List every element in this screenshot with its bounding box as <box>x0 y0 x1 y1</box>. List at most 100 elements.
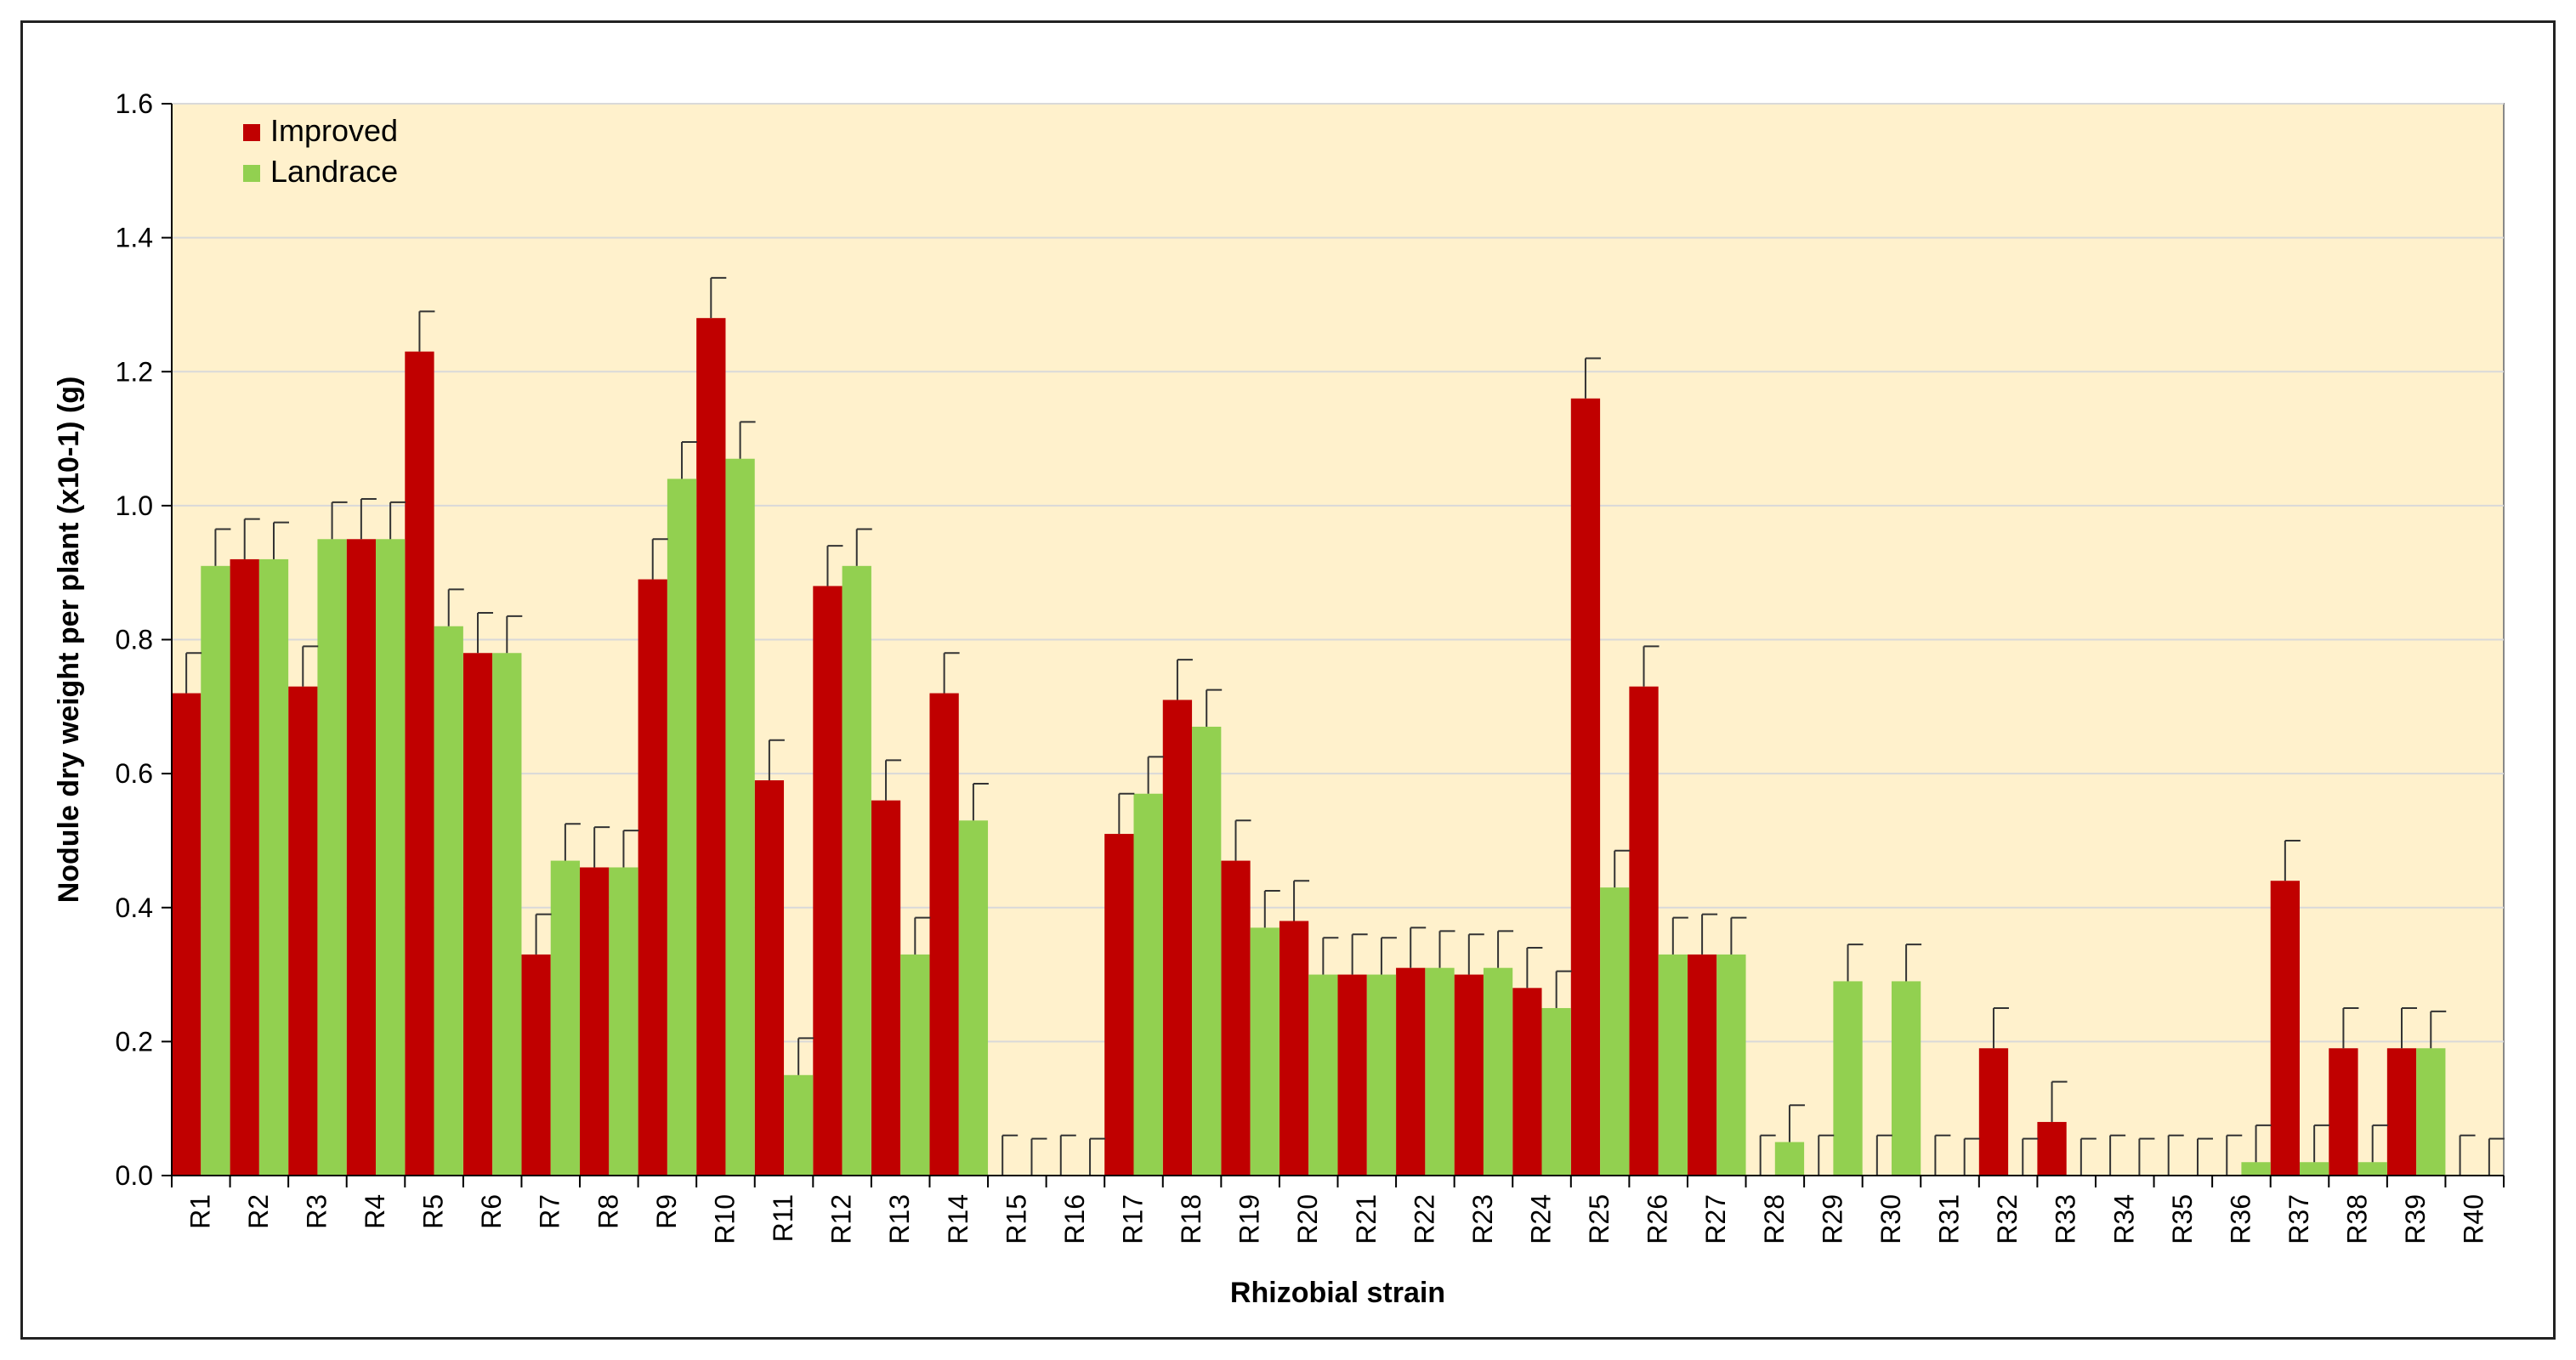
error-bars <box>185 276 2505 1176</box>
x-tick-label: R8 <box>593 1194 623 1229</box>
bar-landrace-r18 <box>1192 726 1222 1176</box>
bar-landrace-r1 <box>201 565 230 1176</box>
bar-landrace-r13 <box>900 954 930 1176</box>
bar-improved-r4 <box>346 539 377 1176</box>
x-tick-label: R24 <box>1526 1194 1557 1244</box>
x-tick-label: R22 <box>1409 1194 1439 1244</box>
bar-improved-r3 <box>288 686 318 1176</box>
x-tick-label: R38 <box>2342 1194 2373 1244</box>
y-tick-label: 0.4 <box>116 892 153 923</box>
legend-swatch-landrace <box>243 165 260 182</box>
x-tick-label: R6 <box>476 1194 507 1229</box>
bar-landrace-r7 <box>550 860 581 1176</box>
bar-improved-r8 <box>580 867 610 1176</box>
bar-improved-r9 <box>638 579 667 1176</box>
bar-landrace-r4 <box>376 539 406 1176</box>
x-tick-label: R40 <box>2459 1194 2489 1244</box>
x-tick-label: R7 <box>535 1194 565 1229</box>
y-axis-title: Nodule dry weight per plant (x10-1) (g) <box>53 377 85 904</box>
x-tick-label: R37 <box>2284 1194 2314 1244</box>
x-tick-label: R5 <box>418 1194 449 1229</box>
bar-improved-r32 <box>1978 1048 2009 1176</box>
bar-improved-r19 <box>1221 860 1251 1176</box>
x-tick-label: R20 <box>1292 1194 1323 1244</box>
bar-landrace-r8 <box>609 867 638 1176</box>
bar-improved-r2 <box>230 558 259 1176</box>
bar-improved-r1 <box>172 693 201 1176</box>
bar-improved-r5 <box>405 351 434 1176</box>
x-tick-label: R30 <box>1875 1194 1906 1244</box>
bar-landrace-r20 <box>1308 974 1338 1176</box>
bar-landrace-r28 <box>1774 1142 1805 1176</box>
y-tick-label: 1.2 <box>116 356 153 387</box>
bars <box>172 318 2446 1176</box>
x-tick-label: R25 <box>1584 1194 1614 1244</box>
x-tick-label: R11 <box>768 1194 798 1242</box>
x-tick-label: R17 <box>1117 1194 1148 1244</box>
x-tick-label: R12 <box>826 1194 857 1244</box>
x-tick-label: R28 <box>1759 1194 1790 1244</box>
bar-landrace-r6 <box>492 653 522 1176</box>
bar-improved-r13 <box>871 800 901 1176</box>
bar-landrace-r24 <box>1541 1007 1571 1176</box>
x-axis-title: Rhizobial strain <box>1230 1277 1445 1309</box>
y-tick-label: 0.8 <box>116 625 153 655</box>
x-tick-label: R15 <box>1001 1194 1031 1244</box>
bar-landrace-r17 <box>1133 793 1163 1176</box>
y-tick-label: 0.0 <box>116 1160 153 1191</box>
legend: Improved Landrace <box>243 113 398 189</box>
x-tick-label: R27 <box>1700 1194 1731 1244</box>
bar-improved-r6 <box>462 653 493 1176</box>
x-tick-label: R23 <box>1467 1194 1498 1244</box>
x-tick-label: R39 <box>2400 1194 2431 1244</box>
y-tick-label: 1.4 <box>116 223 153 253</box>
bar-landrace-r22 <box>1425 967 1455 1176</box>
bar-improved-r7 <box>521 954 551 1176</box>
x-tick-label: R34 <box>2108 1194 2139 1244</box>
bar-improved-r38 <box>2329 1048 2358 1176</box>
y-tick-label: 1.0 <box>116 490 153 521</box>
bar-improved-r11 <box>754 780 785 1176</box>
bar-landrace-r36 <box>2241 1162 2271 1176</box>
bar-landrace-r30 <box>1891 981 1921 1176</box>
x-tick-label: R32 <box>1992 1194 2023 1244</box>
bar-landrace-r21 <box>1366 974 1397 1176</box>
x-tick-label: R14 <box>943 1194 973 1244</box>
bar-improved-r26 <box>1629 686 1659 1176</box>
bar-improved-r39 <box>2386 1048 2417 1176</box>
x-tick-label: R33 <box>2051 1194 2081 1244</box>
bar-landrace-r38 <box>2358 1162 2387 1176</box>
bar-landrace-r27 <box>1716 954 1746 1176</box>
bar-improved-r27 <box>1687 954 1717 1176</box>
x-tick-label: R13 <box>884 1194 915 1244</box>
bar-landrace-r3 <box>317 539 347 1176</box>
bar-landrace-r5 <box>434 626 463 1176</box>
x-tick-label: R9 <box>651 1194 682 1229</box>
bar-landrace-r29 <box>1833 981 1863 1176</box>
bar-landrace-r26 <box>1658 954 1688 1176</box>
bar-landrace-r2 <box>258 558 289 1176</box>
bar-improved-r24 <box>1512 988 1542 1176</box>
bar-improved-r14 <box>929 693 959 1176</box>
x-tick-label: R21 <box>1351 1194 1382 1244</box>
bar-improved-r25 <box>1570 398 1601 1176</box>
bar-improved-r20 <box>1279 921 1309 1176</box>
x-tick-label: R16 <box>1059 1194 1090 1244</box>
bar-improved-r12 <box>813 586 843 1176</box>
legend-label-improved: Improved <box>270 113 398 148</box>
x-tick-label: R1 <box>184 1194 215 1229</box>
x-tick-label: R2 <box>243 1194 274 1229</box>
bar-landrace-r14 <box>958 820 989 1176</box>
x-tick-label: R4 <box>360 1194 390 1229</box>
x-tick-label: R19 <box>1234 1194 1265 1244</box>
bar-landrace-r23 <box>1483 967 1513 1176</box>
bar-improved-r18 <box>1162 700 1193 1176</box>
x-tick-label: R26 <box>1643 1194 1673 1244</box>
bar-improved-r10 <box>696 318 726 1176</box>
x-tick-label: R29 <box>1817 1194 1847 1244</box>
bar-improved-r21 <box>1337 974 1367 1176</box>
bar-landrace-r19 <box>1250 927 1279 1176</box>
bar-improved-r17 <box>1104 834 1134 1176</box>
bar-landrace-r37 <box>2299 1162 2329 1176</box>
